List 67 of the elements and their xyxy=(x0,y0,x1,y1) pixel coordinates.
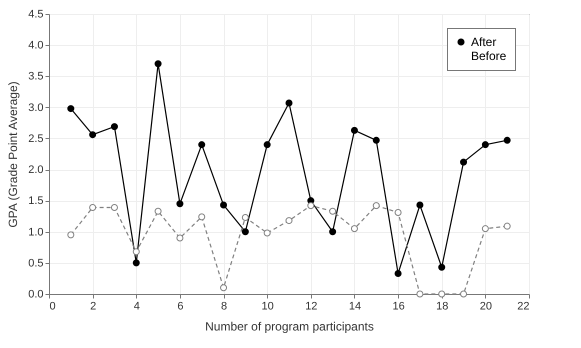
y-tick-label: 3.0 xyxy=(28,102,44,114)
point xyxy=(198,141,206,148)
point xyxy=(329,208,336,215)
point xyxy=(350,126,358,134)
point xyxy=(220,202,228,209)
y-tick-label: 1.5 xyxy=(28,195,44,208)
point xyxy=(132,248,140,256)
x-tick-label: 18 xyxy=(436,300,448,312)
point xyxy=(372,136,380,144)
point xyxy=(67,231,74,238)
point xyxy=(350,225,358,232)
point xyxy=(504,222,511,230)
x-tick-label: 14 xyxy=(348,300,362,312)
point xyxy=(220,284,228,292)
y-axis-title: GPA (Grade Point Average) xyxy=(6,81,20,228)
y-tick-label: 0.0 xyxy=(28,288,44,300)
point xyxy=(154,60,162,68)
point xyxy=(176,200,184,208)
x-tick-label: 2 xyxy=(90,300,96,312)
point xyxy=(416,202,424,209)
point xyxy=(482,141,489,148)
x-tick-label: 8 xyxy=(220,300,228,312)
point xyxy=(286,99,292,106)
point xyxy=(416,290,424,298)
point xyxy=(89,131,96,138)
point xyxy=(198,213,206,220)
point xyxy=(132,259,140,266)
point xyxy=(394,208,402,216)
point xyxy=(329,228,336,236)
legend-label: After xyxy=(471,35,496,49)
point xyxy=(460,290,468,298)
point xyxy=(504,136,511,144)
point xyxy=(242,228,249,236)
text: Before xyxy=(471,49,507,63)
y-tick-label: 3.5 xyxy=(28,70,44,83)
point xyxy=(286,217,292,224)
point xyxy=(110,204,118,212)
point xyxy=(264,230,271,237)
point xyxy=(438,264,446,271)
point xyxy=(176,234,184,242)
y-tick-label: 4.0 xyxy=(28,40,44,52)
x-axis-title: Number of program participants xyxy=(205,320,374,334)
point xyxy=(89,204,96,212)
point xyxy=(438,290,446,298)
x-tick-label: 0 xyxy=(50,300,56,312)
point xyxy=(242,214,249,221)
x-tick-label: 6 xyxy=(177,300,184,312)
point xyxy=(67,105,74,112)
y-tick-label: 1.0 xyxy=(28,226,44,238)
x-tick-label: 16 xyxy=(392,300,405,312)
y-tick-label: 4.5 xyxy=(28,8,44,20)
x-tick-label: 4 xyxy=(134,300,140,312)
y-tick-label: 2.0 xyxy=(28,164,44,176)
point xyxy=(264,141,271,148)
x-tick-label: 20 xyxy=(480,300,492,312)
point xyxy=(372,202,380,210)
point xyxy=(394,270,402,277)
point xyxy=(154,208,162,215)
point xyxy=(307,202,314,210)
x-tick-label: 22 xyxy=(517,300,530,312)
point xyxy=(482,225,489,232)
x-tick-label: 10 xyxy=(262,300,274,312)
y-tick-label: 2.5 xyxy=(28,132,44,145)
point xyxy=(110,123,118,130)
point xyxy=(460,158,468,166)
y-tick-label: 0.5 xyxy=(28,257,44,270)
x-tick-label: 12 xyxy=(305,300,318,312)
